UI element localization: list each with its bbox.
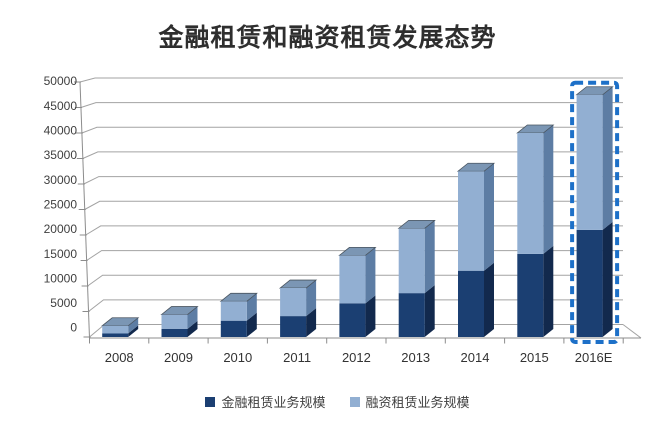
- legend-item-finance-leasing: 融资租赁业务规模: [349, 392, 470, 411]
- gridline: [80, 102, 623, 108]
- bar-side-2014-light: [484, 163, 494, 271]
- x-axis-label: 2012: [342, 350, 371, 365]
- legend-swatch-light: [349, 396, 360, 407]
- bar-segment-2012-金融租赁业务规模: [339, 303, 366, 337]
- floor-right-edge: [622, 324, 642, 339]
- y-axis-label: 30000: [44, 173, 78, 187]
- bar-side-2014-dark: [484, 262, 494, 337]
- y-axis-label: 20000: [44, 222, 78, 236]
- gridline: [86, 250, 623, 261]
- gridline: [88, 299, 623, 312]
- y-axis-label: 10000: [44, 271, 78, 285]
- y-axis-label: 0: [70, 321, 77, 335]
- gridline: [83, 176, 623, 185]
- gridline: [85, 225, 623, 236]
- bar-segment-2008-融资租赁业务规模: [102, 325, 129, 334]
- legend-label: 融资租赁业务规模: [365, 395, 470, 410]
- bar-cap-2008: [101, 317, 140, 327]
- bar-segment-2011-金融租赁业务规模: [280, 316, 307, 337]
- x-axis-label: 2011: [283, 350, 311, 365]
- bar-segment-2013-融资租赁业务规模: [398, 228, 425, 294]
- chart-title: 金融租赁和融资租赁发展态势: [158, 24, 497, 52]
- bar-segment-2013-金融租赁业务规模: [398, 293, 425, 337]
- bar-side-2008-light: [128, 317, 139, 334]
- y-axis-label: 40000: [44, 123, 78, 137]
- y-axis-label: 5000: [50, 296, 77, 310]
- x-axis-label: 2016E: [575, 350, 613, 365]
- bar-segment-2014-金融租赁业务规模: [458, 270, 484, 337]
- x-axis-label: 2010: [223, 350, 252, 365]
- y-axis-label: 15000: [44, 247, 78, 261]
- bar-side-2016E-dark: [602, 221, 613, 337]
- gridline: [84, 200, 623, 210]
- bar-segment-2010-金融租赁业务规模: [220, 320, 247, 337]
- x-axis-label: 2014: [461, 350, 490, 365]
- legend: 金融租赁业务规模 融资租赁业务规模: [10, 392, 655, 411]
- bar-side-2009-light: [187, 306, 198, 329]
- gridline: [87, 274, 623, 287]
- x-axis-label: 2013: [401, 350, 430, 365]
- bar-cap-2009: [160, 306, 199, 315]
- bar-segment-2008-金融租赁业务规模: [102, 333, 129, 337]
- bar-segment-2009-融资租赁业务规模: [161, 314, 188, 329]
- legend-label: 金融租赁业务规模: [221, 395, 326, 410]
- legend-item-financial-leasing: 金融租赁业务规模: [205, 392, 326, 411]
- bar-side-2009-dark: [187, 320, 198, 337]
- forecast-dashed-outline: [570, 80, 620, 344]
- legend-swatch-dark: [205, 396, 216, 407]
- bar-side-2012-dark: [365, 295, 376, 337]
- bar-segment-2011-融资租赁业务规模: [280, 288, 307, 317]
- bar-segment-2012-融资租赁业务规模: [339, 255, 366, 304]
- bar-segment-2014-融资租赁业务规模: [458, 171, 484, 271]
- bar-segment-2016E-融资租赁业务规模: [576, 94, 603, 230]
- bar-side-2010-light: [246, 293, 257, 321]
- bar-side-2013-light: [424, 220, 435, 294]
- bar-side-2015-dark: [543, 245, 554, 337]
- bar-segment-2010-融资租赁业务规模: [220, 301, 247, 321]
- x-axis-label: 2015: [520, 350, 549, 365]
- bar-side-2010-dark: [246, 312, 257, 337]
- bar-cap-2013: [397, 219, 436, 229]
- bar-side-2015-light: [543, 125, 554, 254]
- bar-cap-2014: [456, 162, 496, 172]
- bar-side-2008-dark: [128, 325, 139, 337]
- x-axis-label: 2009: [164, 350, 193, 365]
- y-axis-label: 25000: [44, 197, 78, 211]
- x-axis-label: 2008: [105, 350, 134, 365]
- y-axis-label: 35000: [44, 148, 78, 162]
- bar-side-2011-dark: [306, 308, 317, 337]
- bar-segment-2009-金融租赁业务规模: [161, 328, 188, 337]
- bar-segment-2015-金融租赁业务规模: [517, 253, 544, 337]
- bar-side-2013-dark: [424, 285, 435, 337]
- y-axis-line: [79, 81, 90, 339]
- bar-side-2011-light: [306, 280, 317, 317]
- gridline: [82, 151, 623, 159]
- bar-segment-2016E-金融租赁业务规模: [576, 229, 603, 337]
- bar-segment-2015-融资租赁业务规模: [517, 133, 544, 254]
- y-axis-label: 45000: [44, 99, 78, 113]
- gridline: [81, 126, 623, 134]
- bar-side-2016E-light: [602, 86, 613, 230]
- y-axis-label: 50000: [44, 74, 78, 88]
- gridline: [79, 77, 623, 83]
- bar-side-2012-light: [365, 247, 376, 304]
